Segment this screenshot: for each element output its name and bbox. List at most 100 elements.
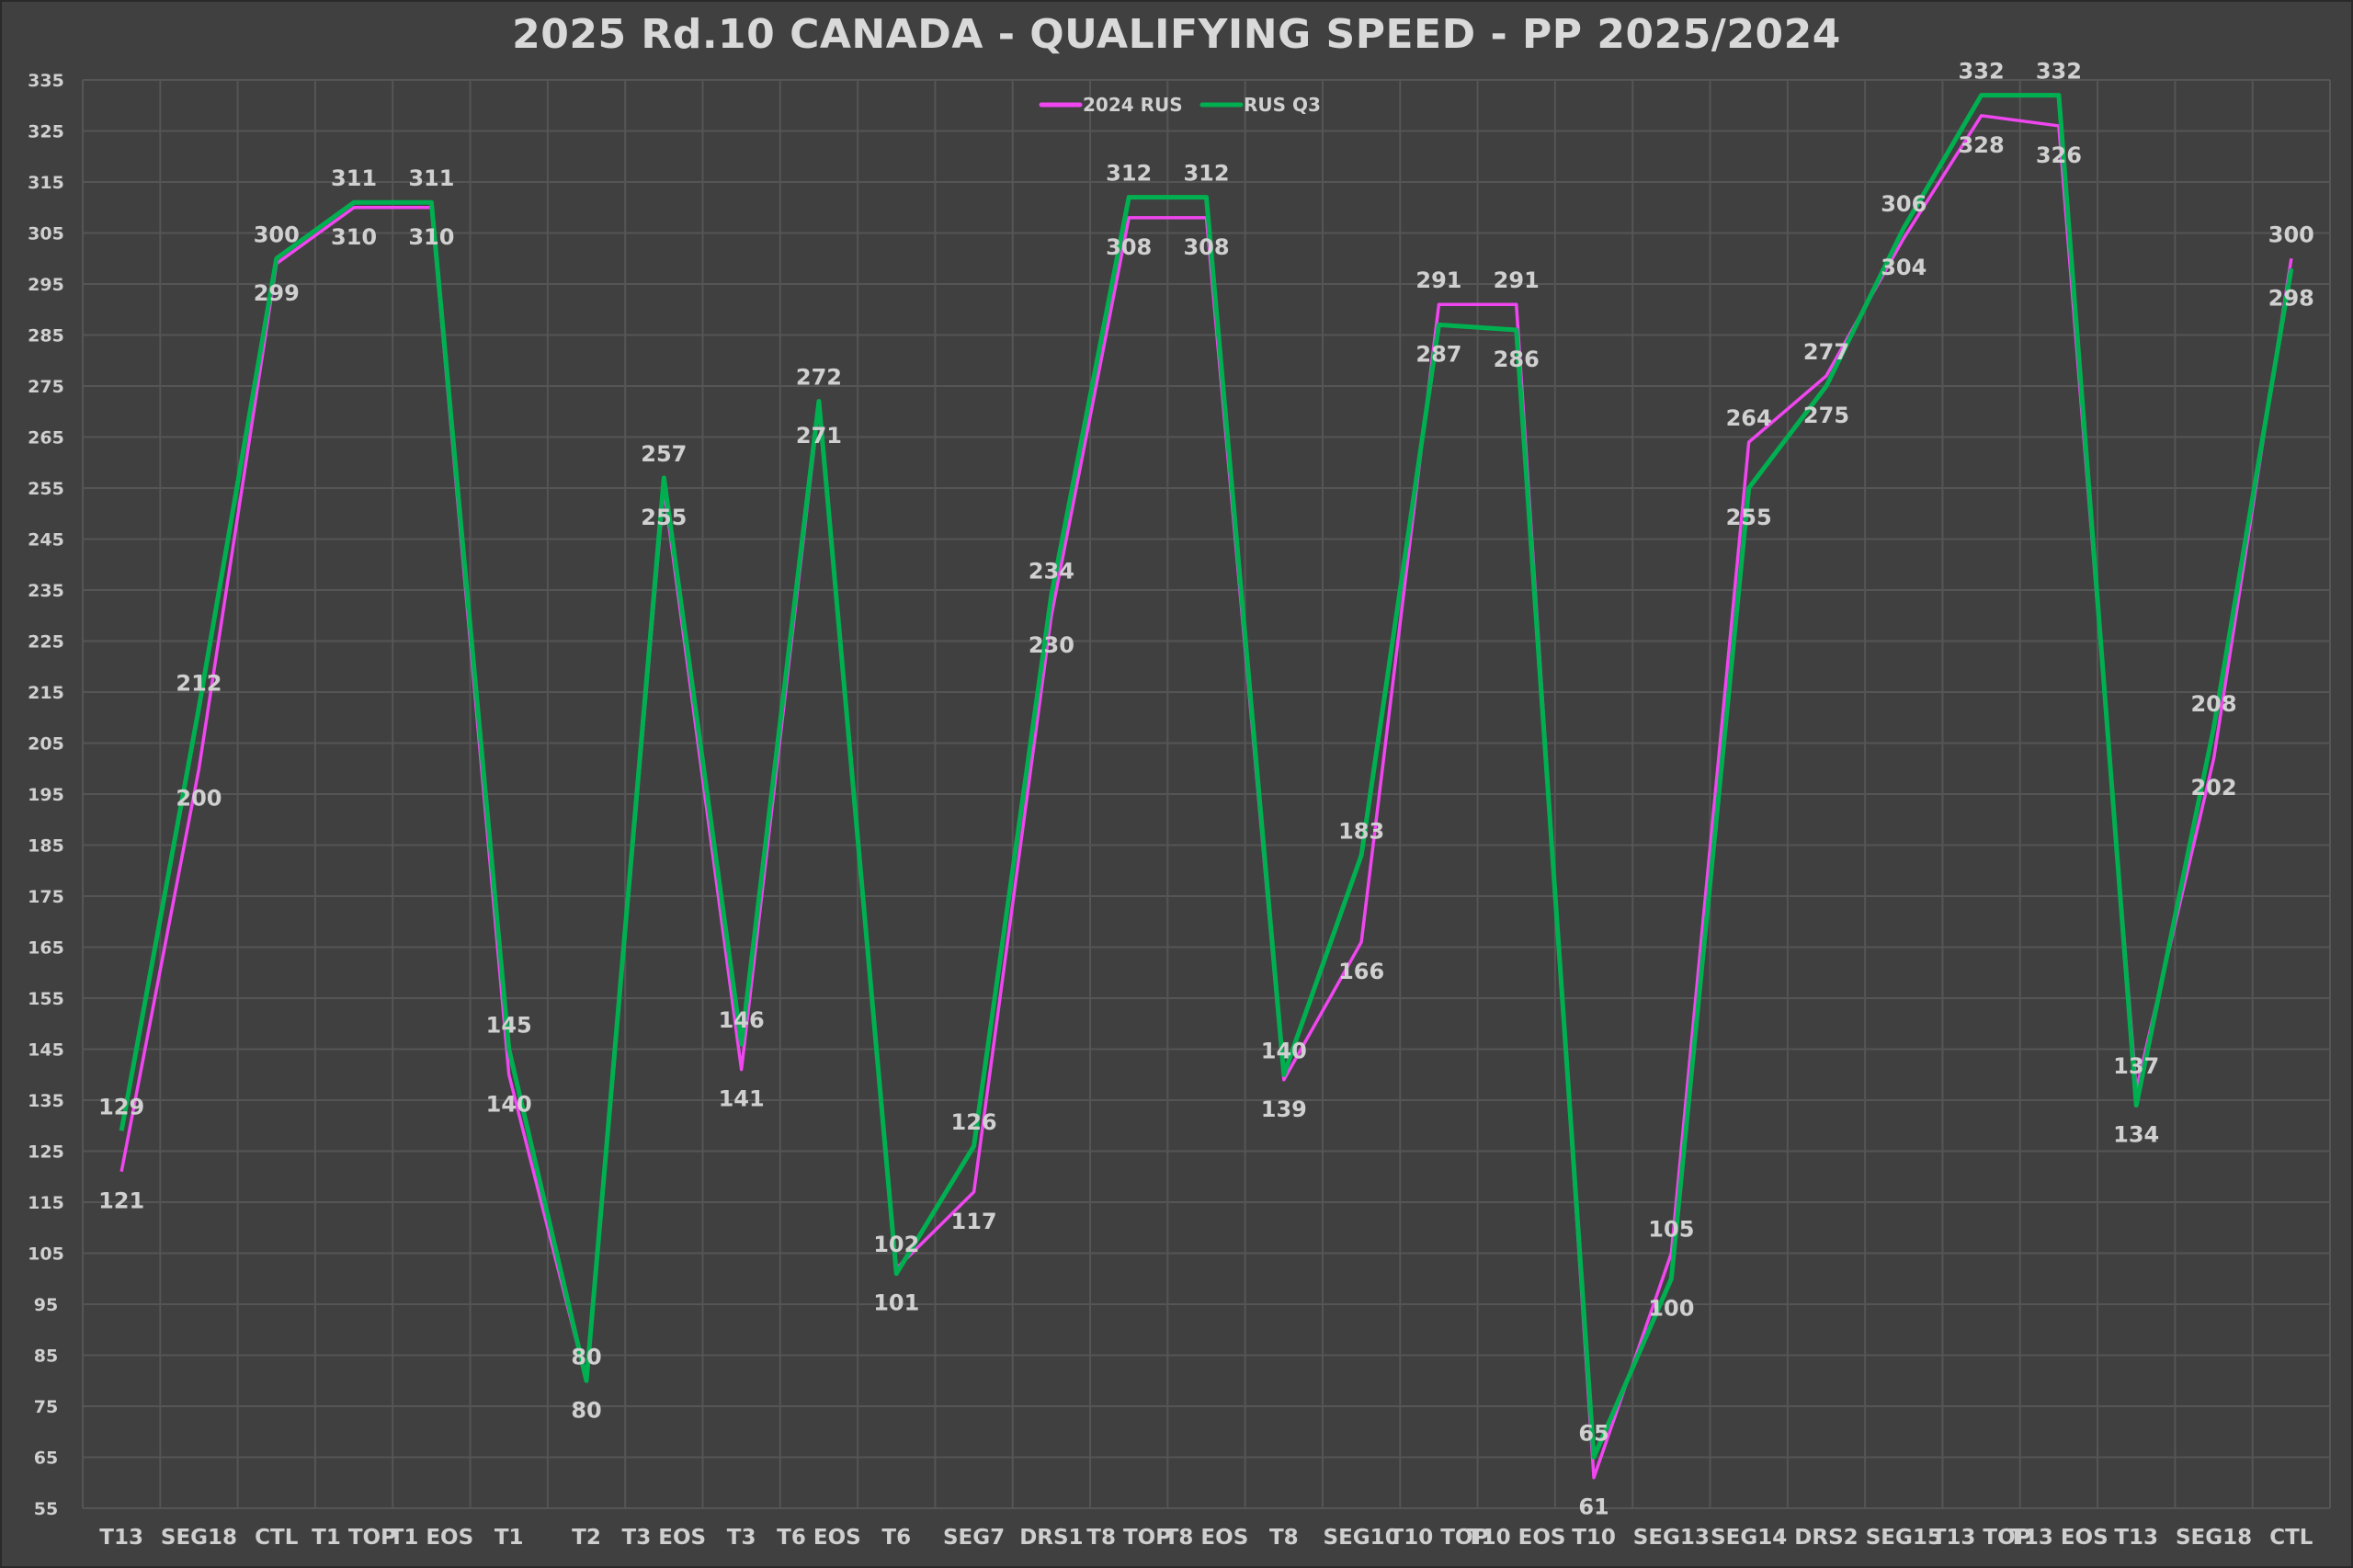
- data-label: 139: [1261, 1096, 1307, 1122]
- x-tick-label: T13: [2114, 1526, 2158, 1550]
- y-tick-label: 75: [34, 1397, 58, 1417]
- data-label: 137: [2113, 1053, 2159, 1079]
- data-label: 117: [951, 1209, 997, 1234]
- x-tick-label: T13 TOP: [1932, 1526, 2031, 1550]
- y-tick-label: 325: [28, 122, 64, 142]
- data-label: 146: [719, 1007, 765, 1033]
- data-label: 80: [571, 1344, 601, 1369]
- data-label: 310: [331, 224, 377, 250]
- y-tick-label: 125: [28, 1142, 64, 1163]
- x-tick-label: SEG10: [1324, 1526, 1400, 1550]
- x-tick-label: T2: [572, 1526, 601, 1550]
- y-tick-label: 115: [28, 1193, 64, 1213]
- y-tick-label: 335: [28, 71, 64, 91]
- data-label: 277: [1803, 339, 1849, 365]
- data-label: 202: [2190, 775, 2236, 801]
- data-label: 310: [408, 224, 454, 250]
- y-tick-label: 165: [28, 938, 64, 959]
- x-tick-label: T13 EOS: [2009, 1526, 2109, 1550]
- data-label: 100: [1648, 1295, 1694, 1321]
- y-tick-label: 285: [28, 326, 64, 347]
- data-label: 61: [1578, 1494, 1608, 1520]
- data-label: 166: [1338, 959, 1384, 984]
- y-tick-label: 205: [28, 734, 64, 755]
- x-tick-label: T8 EOS: [1165, 1526, 1249, 1550]
- data-label: 264: [1726, 405, 1772, 431]
- data-label: 286: [1494, 347, 1540, 372]
- y-tick-label: 175: [28, 887, 64, 907]
- x-tick-label: SEG15: [1866, 1526, 1942, 1550]
- data-label: 312: [1183, 161, 1229, 187]
- chart-title: 2025 Rd.10 CANADA - QUALIFYING SPEED - P…: [512, 11, 1841, 58]
- y-tick-label: 235: [28, 581, 64, 601]
- x-tick-label: T1: [494, 1526, 524, 1550]
- data-label: 272: [796, 365, 842, 391]
- data-label: 129: [98, 1094, 144, 1119]
- x-tick-label: CTL: [2269, 1526, 2313, 1550]
- data-label: 101: [873, 1290, 919, 1316]
- data-label: 208: [2190, 691, 2236, 717]
- y-tick-label: 305: [28, 224, 64, 244]
- data-label: 257: [641, 441, 687, 467]
- data-label: 308: [1183, 234, 1229, 260]
- data-label: 326: [2036, 142, 2082, 168]
- data-label: 255: [1726, 505, 1772, 530]
- y-tick-label: 85: [34, 1346, 58, 1367]
- x-tick-label: T3 EOS: [622, 1526, 707, 1550]
- y-tick-label: 135: [28, 1091, 64, 1111]
- y-tick-label: 65: [34, 1449, 58, 1469]
- y-tick-label: 105: [28, 1244, 64, 1265]
- data-label: 311: [408, 165, 454, 191]
- x-tick-label: CTL: [255, 1526, 299, 1550]
- data-label: 291: [1415, 267, 1461, 293]
- data-label: 140: [486, 1091, 532, 1117]
- x-tick-label: SEG14: [1711, 1526, 1787, 1550]
- legend-label: RUS Q3: [1244, 94, 1321, 116]
- data-label: 275: [1803, 403, 1849, 428]
- data-label: 311: [331, 165, 377, 191]
- data-label: 328: [1959, 132, 2005, 158]
- y-tick-label: 225: [28, 632, 64, 653]
- y-tick-label: 245: [28, 530, 64, 551]
- y-tick-label: 195: [28, 785, 64, 805]
- legend-label: 2024 RUS: [1083, 94, 1183, 116]
- data-label: 141: [719, 1086, 765, 1112]
- y-tick-label: 185: [28, 836, 64, 857]
- data-label: 200: [176, 785, 222, 811]
- data-label: 332: [2036, 59, 2082, 85]
- x-tick-label: DRS1: [1019, 1526, 1083, 1550]
- x-tick-label: T1 TOP: [312, 1526, 396, 1550]
- y-tick-label: 155: [28, 989, 64, 1009]
- data-label: 230: [1029, 632, 1074, 658]
- data-label: 102: [873, 1232, 919, 1257]
- data-label: 299: [254, 280, 300, 306]
- x-tick-label: T1 EOS: [390, 1526, 474, 1550]
- y-tick-label: 55: [34, 1499, 58, 1519]
- data-label: 121: [98, 1188, 144, 1214]
- data-label: 332: [1959, 59, 2005, 85]
- y-tick-label: 255: [28, 479, 64, 499]
- data-label: 140: [1261, 1038, 1307, 1063]
- x-tick-label: T6 EOS: [777, 1526, 861, 1550]
- x-tick-label: T8 TOP: [1086, 1526, 1171, 1550]
- x-tick-label: T8: [1269, 1526, 1299, 1550]
- x-tick-label: T13: [99, 1526, 143, 1550]
- data-label: 287: [1415, 341, 1461, 367]
- data-label: 80: [571, 1397, 601, 1423]
- data-label: 291: [1494, 267, 1540, 293]
- y-tick-label: 275: [28, 377, 64, 397]
- x-tick-label: SEG18: [2176, 1526, 2252, 1550]
- data-label: 312: [1106, 161, 1152, 187]
- y-tick-label: 215: [28, 683, 64, 703]
- x-tick-label: DRS2: [1794, 1526, 1858, 1550]
- data-label: 65: [1578, 1421, 1608, 1447]
- data-label: 105: [1648, 1217, 1694, 1243]
- series-line-rus-q3: [119, 93, 2294, 1460]
- x-tick-label: T10 TOP: [1390, 1526, 1489, 1550]
- y-tick-label: 295: [28, 275, 64, 295]
- x-tick-label: SEG7: [943, 1526, 1005, 1550]
- x-tick-label: T10: [1572, 1526, 1616, 1550]
- x-tick-label: SEG13: [1633, 1526, 1710, 1550]
- data-label: 271: [796, 423, 842, 449]
- data-label: 234: [1029, 559, 1074, 585]
